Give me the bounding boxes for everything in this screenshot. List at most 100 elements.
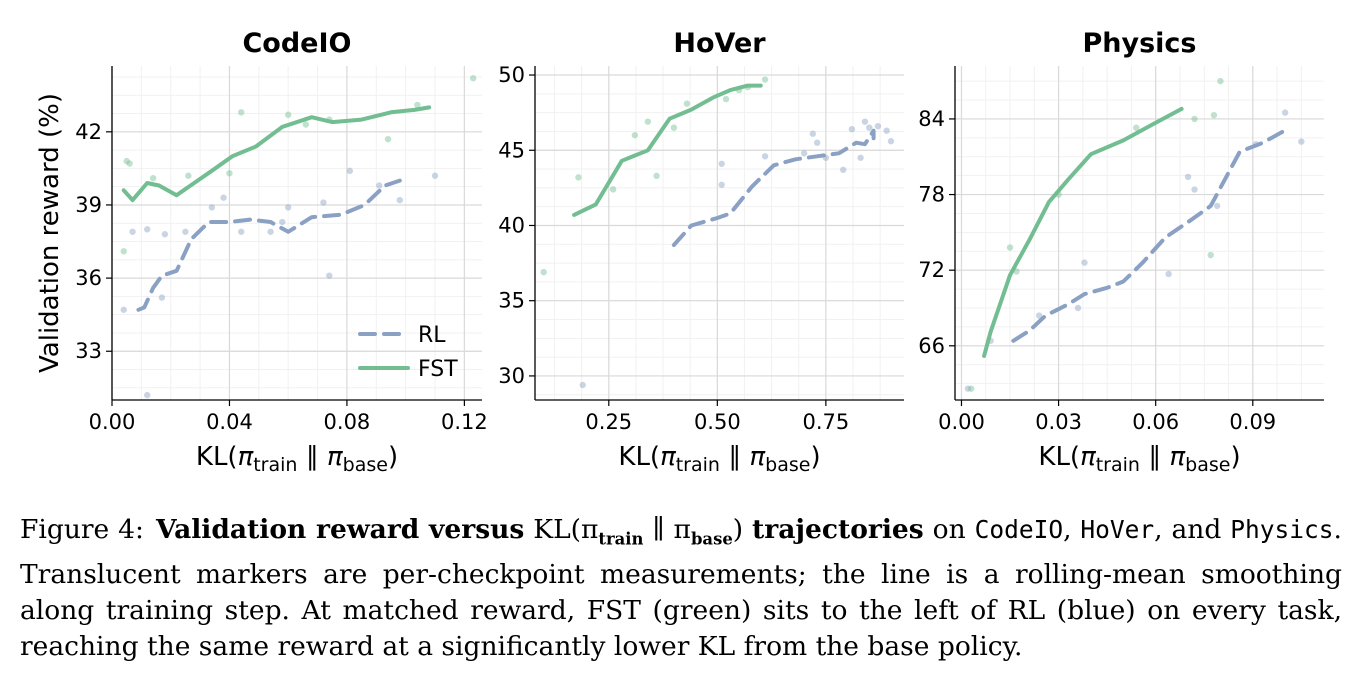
hover-xtick-label: 0.50	[694, 410, 741, 434]
physics-rl-point	[964, 385, 972, 392]
codeio-fst-point	[185, 172, 192, 179]
codeio-rl-point	[279, 218, 286, 226]
codeio-xtick-label: 0.08	[324, 410, 371, 434]
codeio-fst-point	[126, 160, 133, 167]
physics-xtick-label: 0.03	[1035, 410, 1082, 434]
hover-ytick-label: 30	[498, 364, 525, 388]
codeio-rl-point	[326, 272, 333, 279]
hover-rl-point	[840, 166, 847, 174]
physics-rl-line	[1011, 128, 1288, 343]
codeio-legend: RL FST	[358, 323, 458, 382]
physics-panel: 0.00 0.03 0.06 0.09 66 72 78 84 Physics KL(πtrain…	[918, 28, 1324, 476]
codeio-fst-line	[121, 105, 432, 203]
codeio-rl-point	[320, 199, 327, 206]
codeio-fst-point	[414, 101, 421, 109]
physics-xtick-label: 0.00	[938, 410, 985, 434]
hover-ytick-label: 50	[498, 63, 525, 87]
physics-ytick-label: 66	[918, 334, 945, 358]
physics-rl-point	[1035, 312, 1043, 319]
codeio-rl-point	[220, 194, 227, 201]
codeio-rl-point	[396, 196, 403, 204]
hover-fst-point	[631, 132, 639, 139]
physics-title: Physics	[1082, 28, 1196, 59]
codeio-title: CodeIO	[242, 28, 351, 59]
physics-ytick-label: 72	[918, 258, 945, 282]
hover-xtick-label: 0.75	[802, 410, 849, 434]
codeio-fst-point	[149, 174, 157, 182]
codeio-rl-point	[120, 306, 127, 313]
hover-fst-point	[575, 174, 582, 181]
codeio-ytick-label: 42	[75, 120, 102, 144]
legend-label-rl: RL	[418, 323, 446, 348]
physics-rl-point	[1165, 270, 1172, 278]
hover-fst-point	[670, 124, 678, 131]
codeio-fst-point	[226, 170, 233, 177]
codeio-fst-point	[469, 74, 477, 82]
physics-x-axis-label: KL(πtrain ∥ πbase)	[1038, 442, 1240, 476]
physics-xtick-label: 0.06	[1132, 410, 1179, 434]
caption-bold: Validation reward versus	[155, 514, 525, 545]
codeio-rl-point	[208, 204, 216, 211]
hover-rl-point	[874, 122, 882, 130]
hover-rl-point	[813, 139, 821, 146]
codeio-panel: 0.00 0.04 0.08 0.12 33 36 39 42 CodeIO KL(πtrain …	[75, 28, 487, 476]
hover-rl-point	[761, 153, 769, 160]
codeio-ytick-label: 36	[75, 266, 102, 290]
hover-ytick-label: 35	[498, 289, 525, 313]
codeio-rl-point	[144, 226, 151, 233]
codeio-xtick-label: 0.12	[441, 410, 488, 434]
caption-kl-math: KL(πtrain ∥ πbase)	[533, 514, 744, 549]
physics-fst-point	[1006, 244, 1014, 251]
physics-rl-point	[1298, 138, 1305, 145]
physics-rl-point	[1081, 259, 1088, 266]
hover-rl-point	[857, 154, 864, 161]
codeio-rl-point	[158, 294, 166, 301]
figure-caption: Figure 4: Validation reward versus KL(πtr…	[20, 514, 1342, 663]
hover-ytick-label: 40	[498, 213, 525, 237]
physics-fst-point	[1191, 115, 1198, 123]
physics-fst-point	[967, 385, 975, 392]
caption-task-hover: HoVer	[1080, 515, 1155, 544]
codeio-fst-point	[238, 109, 245, 116]
codeio-xtick-label: 0.04	[206, 410, 253, 434]
hover-ytick-label: 45	[498, 138, 525, 162]
codeio-rl-point	[376, 182, 383, 189]
physics-rl-point	[1281, 109, 1289, 116]
codeio-fst-point	[302, 121, 310, 128]
codeio-rl-point	[346, 167, 354, 175]
physics-ytick-label: 84	[918, 107, 945, 131]
hover-fst-point	[609, 186, 617, 193]
codeio-rl-point	[284, 204, 292, 211]
hover-rl-point	[718, 160, 725, 167]
codeio-fst-point	[120, 248, 127, 255]
caption-lead: Figure 4:	[20, 514, 144, 545]
caption-body: . Translucent markers are per-checkpoint…	[20, 514, 1342, 663]
hover-fst-point	[653, 172, 660, 180]
codeio-rl-point	[129, 228, 136, 235]
hover-rl-point	[848, 125, 856, 133]
hover-rl-point	[866, 124, 873, 131]
hover-rl-point	[861, 118, 869, 125]
physics-fst-point	[1210, 111, 1218, 119]
physics-rl-point	[1191, 186, 1198, 193]
hover-rl-point	[579, 381, 586, 389]
physics-rl-point	[1074, 304, 1082, 312]
codeio-ytick-label: 33	[75, 339, 102, 363]
codeio-rl-point	[182, 228, 189, 235]
codeio-rl-point	[431, 172, 439, 179]
physics-ytick-label: 78	[918, 183, 945, 207]
physics-rl-point	[1213, 202, 1221, 210]
codeio-rl-point	[144, 391, 151, 399]
physics-xtick-label: 0.09	[1229, 410, 1276, 434]
codeio-xtick-label: 0.00	[89, 410, 136, 434]
codeio-rl-point	[238, 228, 245, 235]
legend-label-fst: FST	[418, 357, 458, 382]
codeio-ytick-label: 39	[75, 193, 102, 217]
codeio-fst-point	[384, 135, 392, 143]
physics-fst-point	[1133, 124, 1140, 131]
codeio-rl-point	[267, 228, 274, 235]
hover-title: HoVer	[673, 28, 766, 59]
hover-rl-point	[809, 130, 817, 137]
caption-bold-2: trajectories	[752, 514, 924, 545]
physics-fst-point	[1207, 251, 1214, 259]
